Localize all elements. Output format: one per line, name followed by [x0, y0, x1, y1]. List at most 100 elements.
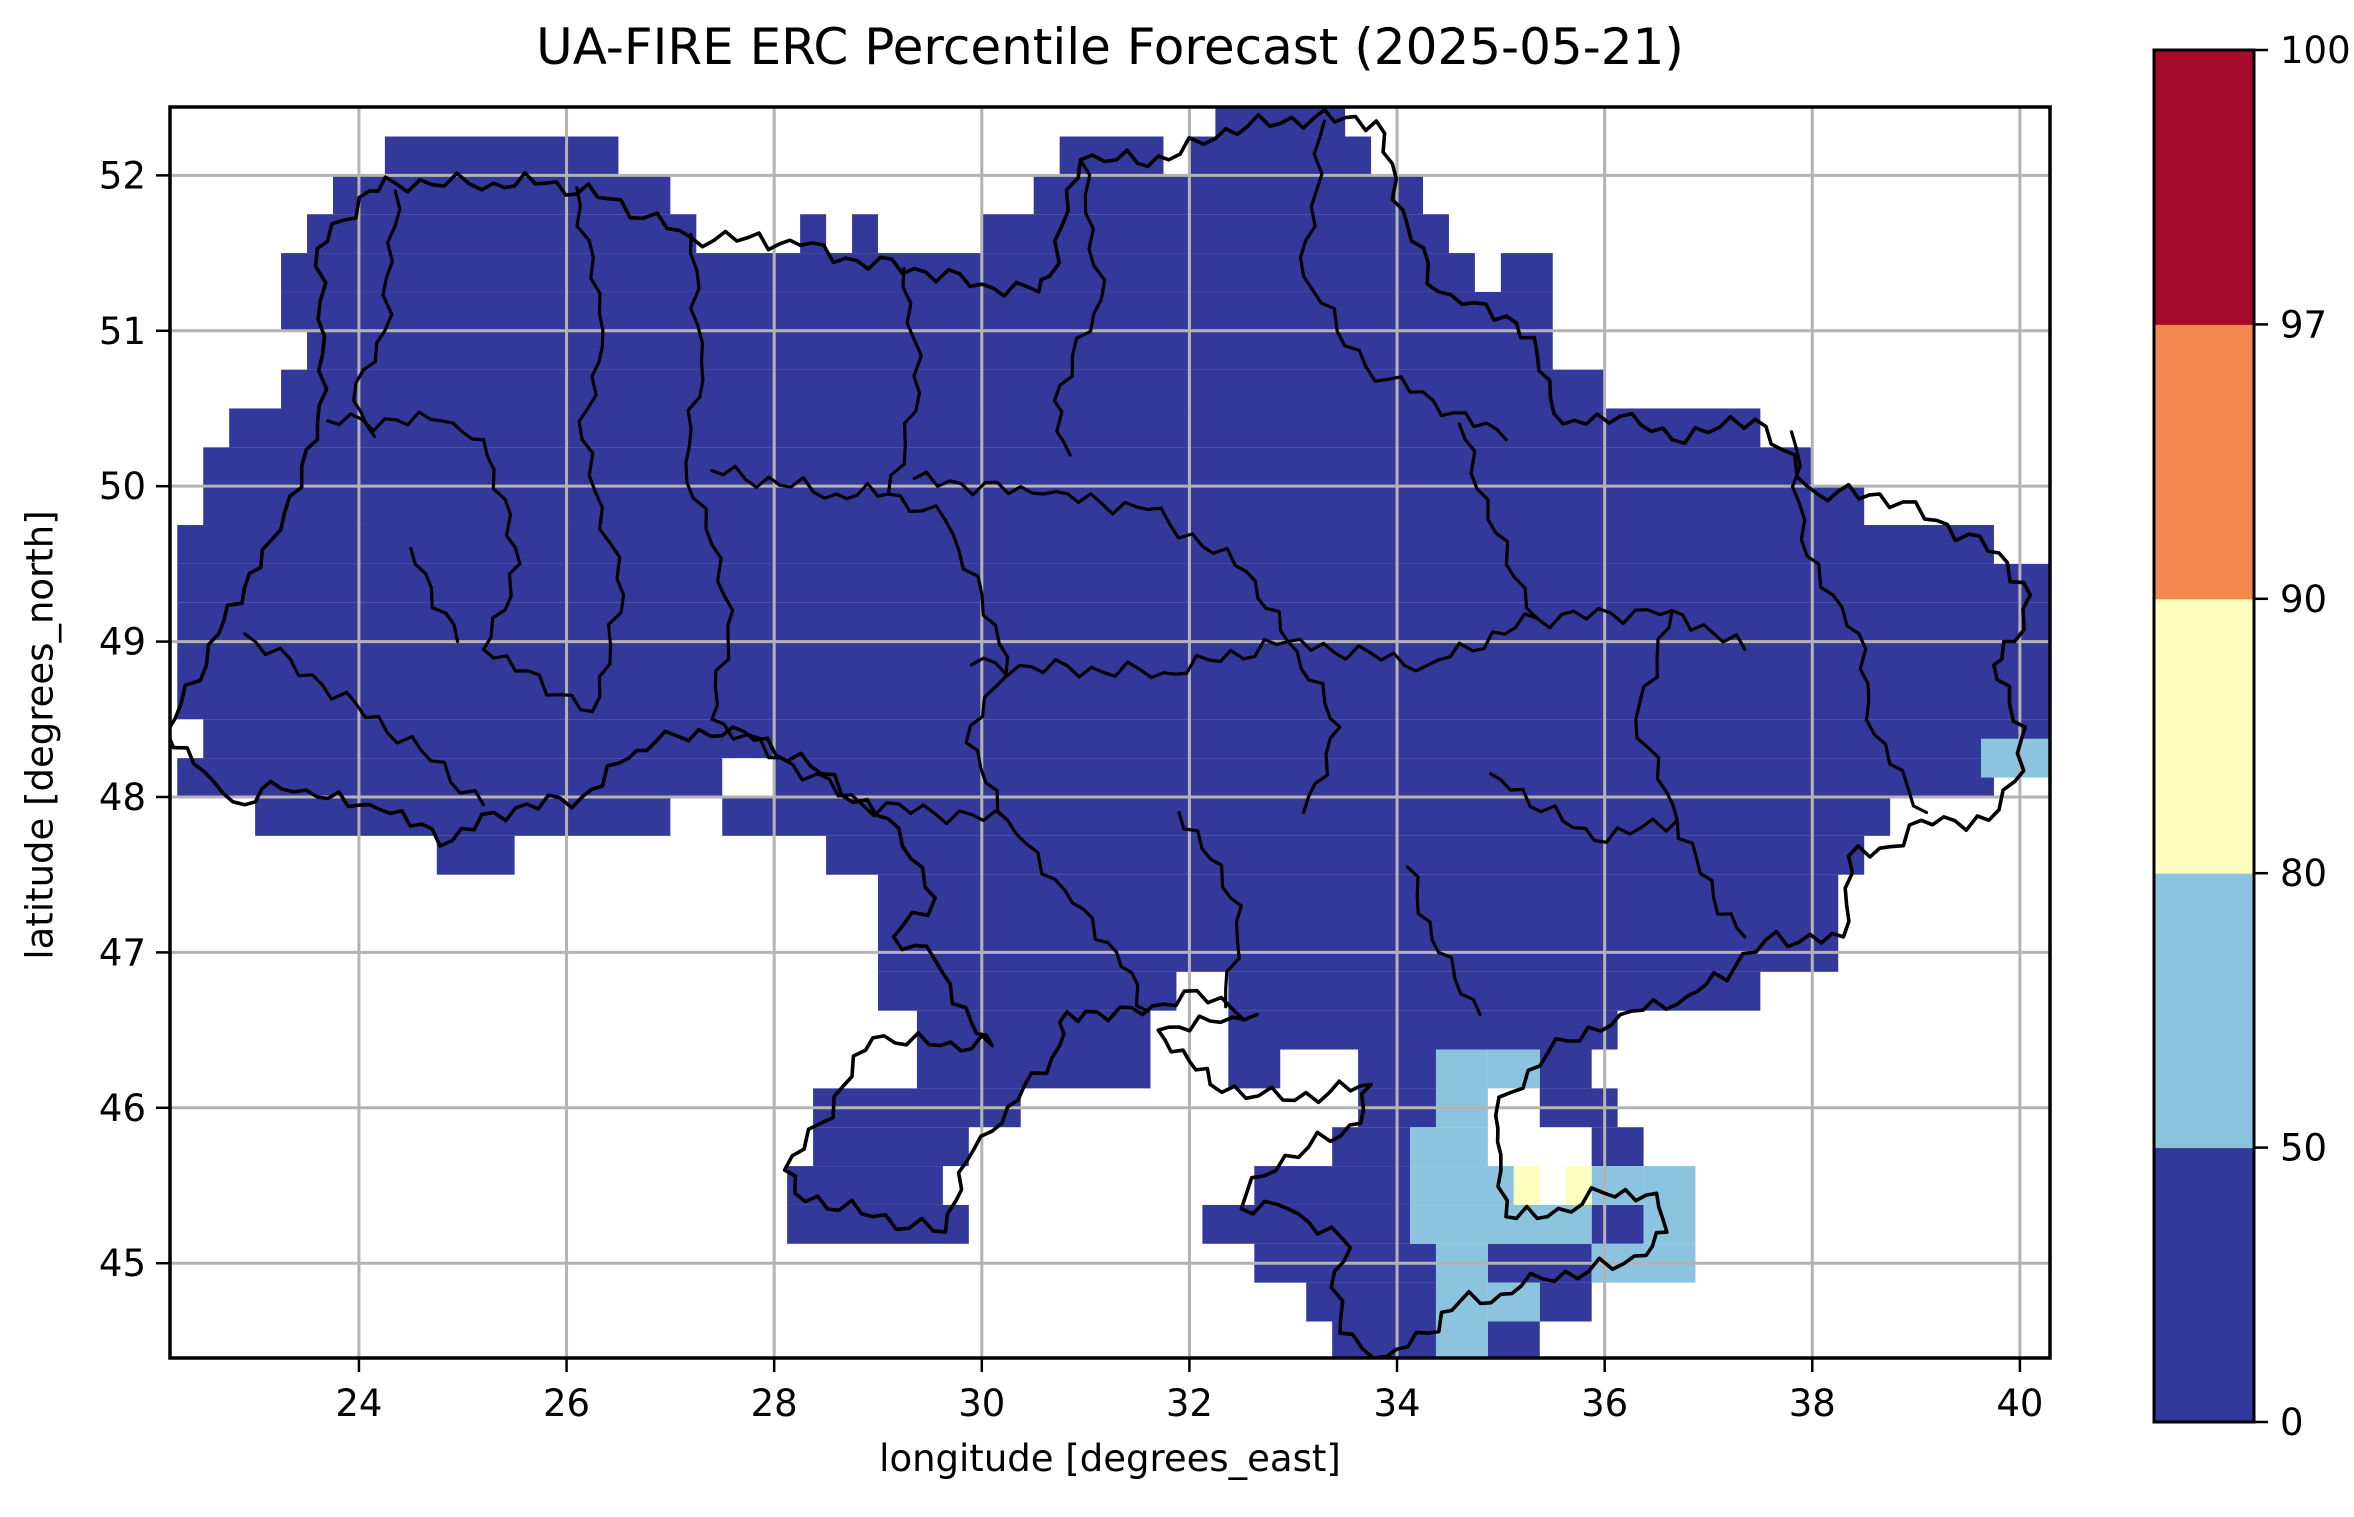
- raster-cell-p0-50: [203, 447, 1813, 487]
- y-axis-label: latitude [degrees_north]: [18, 510, 62, 960]
- raster-cell-p0-50: [1202, 1204, 1411, 1244]
- raster-cell-p50-80: [1487, 1282, 1540, 1322]
- oblast-boundary-line: [1286, 612, 1539, 673]
- figure-title: UA-FIRE ERC Percentile Forecast (2025-05…: [536, 18, 1684, 76]
- raster-cell-p0-50: [1215, 107, 1346, 137]
- oblast-boundary-line: [1006, 818, 1150, 1013]
- oblast-boundary-line: [243, 632, 486, 807]
- oblast-boundary-line: [580, 438, 626, 714]
- x-tick-label: 30: [958, 1382, 1005, 1425]
- y-tick-label: 50: [99, 465, 146, 508]
- oblast-boundary-line: [481, 647, 595, 714]
- oblast-boundary-line: [1052, 158, 1107, 457]
- colorbar: 0 50 80 90 97 100: [2152, 29, 2351, 1444]
- raster-cell-p0-50: [787, 1204, 969, 1244]
- raster-cell-p0-50: [877, 874, 1839, 972]
- raster-cell-p0-50: [1539, 1049, 1592, 1089]
- oblast-boundary-line: [1634, 608, 1679, 822]
- colorbar-tick-label: 0: [2280, 1401, 2304, 1444]
- raster-cell-p0-50: [1254, 1166, 1411, 1205]
- raster-cell-p0-50: [332, 175, 671, 215]
- raster-cell-p0-50: [307, 330, 1553, 370]
- axes-frame: [168, 105, 2052, 1360]
- y-tick-label: 47: [99, 931, 146, 974]
- raster-cell-p0-50: [281, 369, 1605, 409]
- raster-cell-p0-50: [1228, 1049, 1281, 1089]
- raster-cell-p0-50: [1228, 1010, 1618, 1050]
- colorbar-segment: [2154, 598, 2254, 874]
- oblast-boundary-line: [969, 638, 1290, 680]
- oblast-boundary-line: [409, 546, 460, 644]
- raster-cell-p0-50: [1059, 136, 1164, 176]
- raster-cell-p0-50: [1488, 1360, 1514, 1399]
- x-tick-label: 32: [1166, 1382, 1213, 1425]
- raster-cell-p0-50: [877, 971, 1177, 1011]
- raster-cell-p0-50: [800, 214, 827, 254]
- raster-cell-p50-80: [1980, 738, 2050, 778]
- raster-cell-p0-50: [1189, 136, 1372, 176]
- raster-cell-p0-50: [1332, 1321, 1436, 1358]
- raster-cell-p0-50: [1500, 253, 1553, 292]
- oblast-boundary-line: [684, 461, 735, 721]
- raster-cell-p50-80: [1435, 1049, 1488, 1128]
- raster-cell-p50-80: [1410, 1204, 1592, 1244]
- country-outline: [170, 108, 2033, 1358]
- axis-ticks: 24 26 28 30 32 34 36 38 40 45 46 47 48 49 50 51 52: [99, 154, 2044, 1425]
- x-tick-label: 26: [543, 1382, 590, 1425]
- raster-cell-p0-50: [384, 136, 619, 176]
- raster-cell-p0-50: [307, 214, 697, 254]
- raster-cell-p0-50: [177, 602, 2050, 720]
- colorbar-tick-label: 97: [2280, 303, 2327, 346]
- oblast-boundary-line: [1405, 865, 1482, 1017]
- x-tick-label: 28: [751, 1382, 798, 1425]
- colorbar-tick-label: 50: [2280, 1127, 2327, 1170]
- y-tick-label: 51: [99, 310, 146, 353]
- y-tick-label: 48: [99, 776, 146, 819]
- colorbar-outline: [2152, 48, 2256, 1424]
- raster-cell-p80-90: [1513, 1166, 1540, 1205]
- oblast-boundary-line: [575, 186, 605, 442]
- oblast-boundary-line: [912, 470, 1290, 644]
- raster-cell-p0-50: [1591, 1204, 1644, 1244]
- x-tick-label: 36: [1581, 1382, 1628, 1425]
- oblast-boundary-line: [886, 267, 923, 496]
- oblast-boundaries: [170, 108, 2033, 1358]
- oblast-boundary-line: [326, 410, 486, 442]
- oblast-boundary-line: [1789, 430, 1929, 815]
- oblast-boundary-line: [1286, 640, 1342, 815]
- y-tick-label: 46: [99, 1087, 146, 1130]
- colorbar-tick-label: 100: [2280, 29, 2351, 72]
- oblast-boundary-line: [1298, 119, 1368, 369]
- oblast-boundary-line: [1488, 772, 1679, 844]
- raster-cell-p80-90: [1565, 1166, 1592, 1205]
- gridlines: [170, 107, 2050, 1358]
- raster-cell-p0-50: [1033, 175, 1423, 215]
- y-tick-label: 49: [99, 621, 146, 664]
- raster-cell-p0-50: [1487, 1321, 1540, 1358]
- y-tick-label: 52: [99, 154, 146, 197]
- x-tick-label: 40: [1996, 1382, 2043, 1425]
- raster-cell-p0-50: [774, 758, 1994, 797]
- oblast-boundary-line: [943, 518, 1010, 822]
- x-axis-label: longitude [degrees_east]: [879, 1437, 1341, 1480]
- raster-cell-p0-50: [1591, 1127, 1644, 1167]
- colorbar-segment: [2154, 324, 2254, 600]
- oblast-boundary-line: [684, 232, 705, 465]
- raster-cell-p0-50: [916, 1049, 1151, 1089]
- x-tick-label: 34: [1373, 1382, 1420, 1425]
- raster-cell-p0-50: [1539, 1282, 1592, 1322]
- raster-cell-p0-50: [177, 563, 2050, 603]
- x-tick-label: 38: [1789, 1382, 1836, 1425]
- oblast-boundary-line: [352, 189, 402, 439]
- raster-cell-p0-50: [981, 214, 1449, 254]
- raster-cell-p0-50: [1306, 1282, 1436, 1322]
- raster-cell-p0-50: [281, 291, 1553, 331]
- y-tick-label: 45: [99, 1242, 146, 1285]
- raster-cell-p50-80: [1643, 1166, 1696, 1244]
- oblast-boundary-line: [1675, 818, 1747, 939]
- colorbar-segment: [2154, 50, 2254, 325]
- raster-cell-p0-50: [852, 214, 878, 254]
- raster-cell-p0-50: [1228, 971, 1761, 1011]
